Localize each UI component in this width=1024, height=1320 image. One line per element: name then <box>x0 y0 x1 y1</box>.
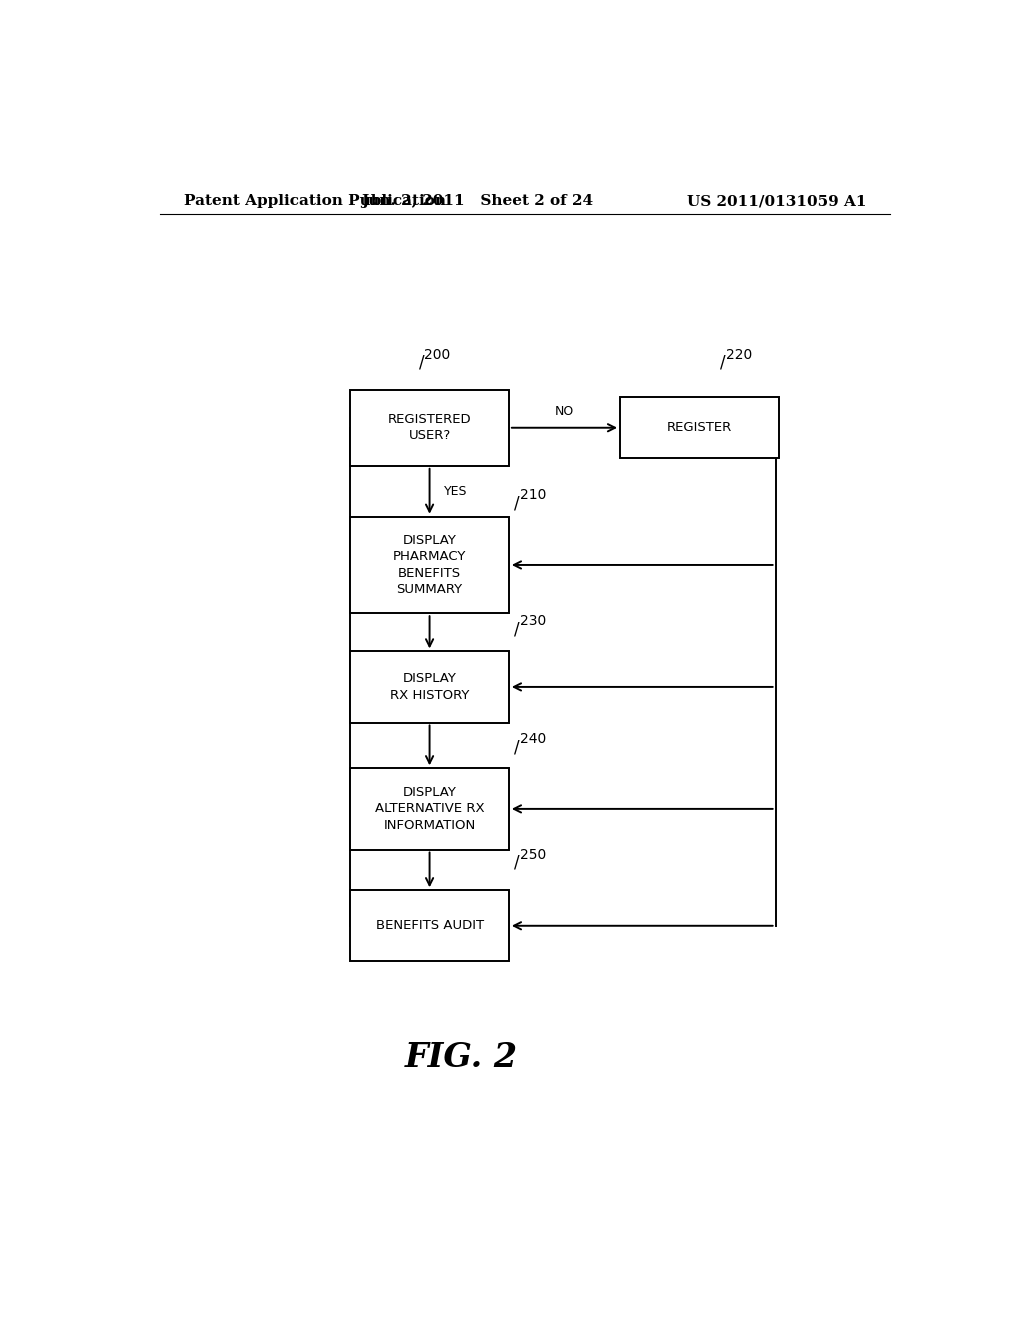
Text: REGISTER: REGISTER <box>667 421 732 434</box>
Text: 220: 220 <box>726 347 753 362</box>
Bar <box>620 397 778 458</box>
Text: /: / <box>514 738 519 756</box>
Text: Patent Application Publication: Patent Application Publication <box>183 194 445 209</box>
Text: /: / <box>419 354 424 372</box>
Text: REGISTERED
USER?: REGISTERED USER? <box>388 413 471 442</box>
Text: DISPLAY
ALTERNATIVE RX
INFORMATION: DISPLAY ALTERNATIVE RX INFORMATION <box>375 785 484 832</box>
Text: /: / <box>721 354 726 372</box>
Text: 230: 230 <box>519 614 546 628</box>
Text: BENEFITS AUDIT: BENEFITS AUDIT <box>376 919 483 932</box>
Text: 240: 240 <box>519 731 546 746</box>
Bar <box>350 768 509 850</box>
Bar <box>350 516 509 614</box>
Text: 250: 250 <box>519 847 546 862</box>
Text: US 2011/0131059 A1: US 2011/0131059 A1 <box>686 194 866 209</box>
Text: 200: 200 <box>424 347 451 362</box>
Text: YES: YES <box>443 484 467 498</box>
Text: /: / <box>514 854 519 873</box>
Text: /: / <box>514 494 519 512</box>
Text: /: / <box>514 620 519 638</box>
Text: DISPLAY
RX HISTORY: DISPLAY RX HISTORY <box>390 672 469 702</box>
Bar <box>350 890 509 961</box>
Bar <box>350 651 509 722</box>
Text: FIG. 2: FIG. 2 <box>404 1041 518 1074</box>
Text: 210: 210 <box>519 488 546 502</box>
Bar <box>350 389 509 466</box>
Text: NO: NO <box>555 405 574 417</box>
Text: DISPLAY
PHARMACY
BENEFITS
SUMMARY: DISPLAY PHARMACY BENEFITS SUMMARY <box>393 533 466 597</box>
Text: Jun. 2, 2011   Sheet 2 of 24: Jun. 2, 2011 Sheet 2 of 24 <box>361 194 593 209</box>
